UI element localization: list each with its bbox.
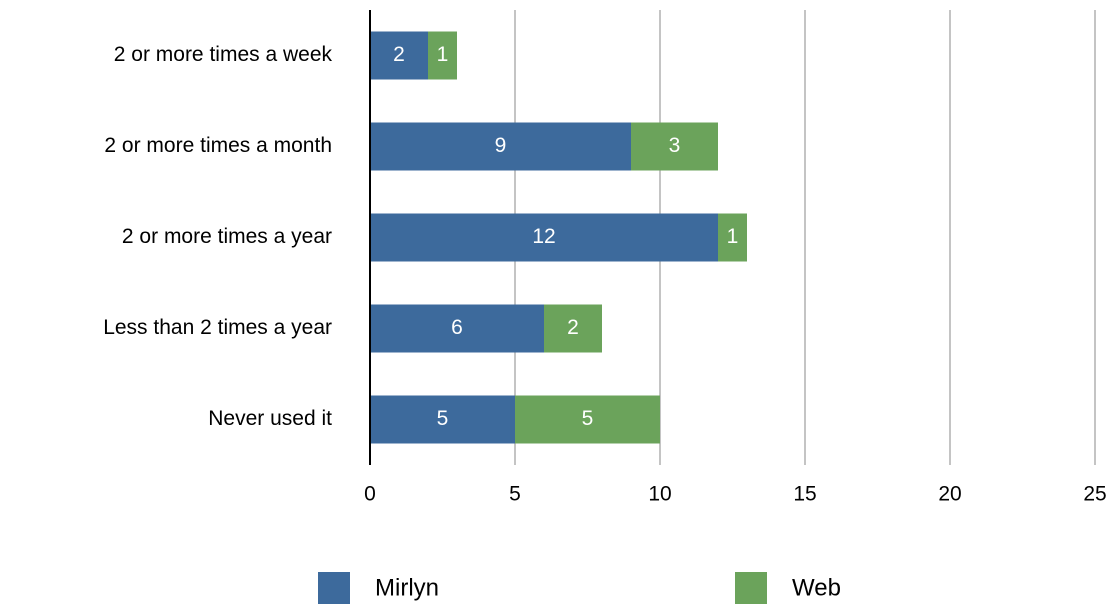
y-tick-label: Never used it (208, 407, 332, 430)
bar (370, 213, 718, 262)
x-tick-label: 25 (1083, 483, 1106, 506)
data-label: 2 (567, 316, 579, 339)
x-tick-label: 5 (509, 483, 521, 506)
legend-label: Web (792, 574, 841, 601)
data-label: 12 (532, 225, 555, 248)
y-tick-label: 2 or more times a week (114, 43, 333, 66)
x-tick-label: 0 (364, 483, 376, 506)
data-label: 5 (437, 407, 449, 430)
bar (631, 122, 718, 171)
x-tick-label: 20 (938, 483, 961, 506)
bar (515, 395, 660, 444)
data-label: 5 (582, 407, 594, 430)
x-tick-label: 10 (648, 483, 671, 506)
bar (370, 395, 515, 444)
x-tick-label: 15 (793, 483, 816, 506)
data-label: 3 (669, 134, 681, 157)
y-tick-label: Less than 2 times a year (103, 316, 332, 339)
bar (370, 31, 428, 80)
data-label: 1 (437, 43, 449, 66)
legend-swatch (318, 572, 350, 604)
bar (428, 31, 457, 80)
y-tick-label: 2 or more times a month (104, 134, 332, 157)
bar (370, 122, 631, 171)
data-label: 6 (451, 316, 463, 339)
bar (544, 304, 602, 353)
data-label: 1 (727, 225, 739, 248)
bar (370, 304, 544, 353)
bar (718, 213, 747, 262)
y-tick-label: 2 or more times a year (122, 225, 332, 248)
legend-swatch (735, 572, 767, 604)
legend-label: Mirlyn (375, 574, 439, 601)
data-label: 9 (495, 134, 507, 157)
data-label: 2 (393, 43, 405, 66)
